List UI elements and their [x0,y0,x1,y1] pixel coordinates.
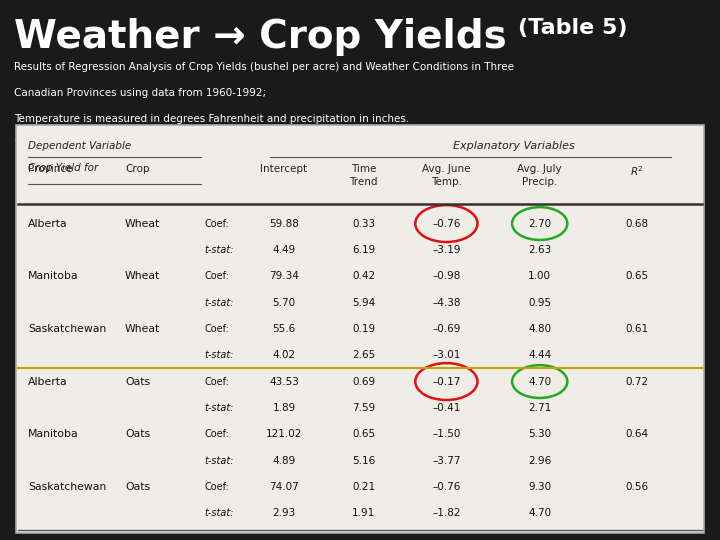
Text: 2.93: 2.93 [272,508,296,518]
Text: Wheat: Wheat [125,324,161,334]
Text: 4.80: 4.80 [528,324,552,334]
Text: 0.72: 0.72 [625,376,648,387]
Text: 0.69: 0.69 [352,376,375,387]
Text: 9.30: 9.30 [528,482,552,492]
Text: Weather → Crop Yields: Weather → Crop Yields [14,18,507,56]
Text: Explanatory Variables: Explanatory Variables [453,140,575,151]
Text: Manitoba: Manitoba [28,429,79,439]
Text: –0.76: –0.76 [432,219,461,228]
Text: 1.00: 1.00 [528,271,552,281]
Text: 5.94: 5.94 [352,298,375,308]
Text: 1.91: 1.91 [352,508,375,518]
Text: –1.50: –1.50 [432,429,461,439]
Text: Results of Regression Analysis of Crop Yields (bushel per acre) and Weather Cond: Results of Regression Analysis of Crop Y… [14,62,514,72]
Text: 0.95: 0.95 [528,298,552,308]
Text: 55.6: 55.6 [272,324,296,334]
Text: 4.89: 4.89 [272,456,296,465]
Text: (Table 5): (Table 5) [518,18,628,38]
Text: 121.02: 121.02 [266,429,302,439]
Text: –1.82: –1.82 [432,508,461,518]
Text: 2.96: 2.96 [528,456,552,465]
Text: Temperature is measured in degrees Fahrenheit and precipitation in inches.: Temperature is measured in degrees Fahre… [14,114,410,124]
Text: 5.70: 5.70 [272,298,295,308]
Text: t-stat:: t-stat: [204,403,234,413]
Text: 0.68: 0.68 [625,219,648,228]
Text: 7.59: 7.59 [352,403,375,413]
Text: 0.61: 0.61 [625,324,648,334]
Text: Oats: Oats [125,429,150,439]
Text: –3.77: –3.77 [432,456,461,465]
Text: 4.70: 4.70 [528,508,552,518]
Text: 4.02: 4.02 [272,350,295,360]
Text: Saskatchewan: Saskatchewan [28,324,107,334]
Text: 0.21: 0.21 [352,482,375,492]
Text: –0.17: –0.17 [432,376,461,387]
FancyBboxPatch shape [17,125,703,534]
Text: Oats: Oats [125,482,150,492]
Text: Coef:: Coef: [204,271,230,281]
Text: 1.89: 1.89 [272,403,296,413]
Text: –0.98: –0.98 [432,271,461,281]
Text: 0.64: 0.64 [625,429,648,439]
Text: –3.01: –3.01 [432,350,461,360]
Text: Province: Province [28,164,73,174]
Text: 74.07: 74.07 [269,482,299,492]
Text: Coef:: Coef: [204,482,230,492]
Text: Avg. July
Precip.: Avg. July Precip. [518,164,562,187]
Text: $R^2$: $R^2$ [629,164,644,178]
Text: Coef:: Coef: [204,376,230,387]
Text: t-stat:: t-stat: [204,508,234,518]
Text: t-stat:: t-stat: [204,298,234,308]
Text: –0.76: –0.76 [432,482,461,492]
Text: 2.65: 2.65 [352,350,375,360]
Text: 5.16: 5.16 [352,456,375,465]
Text: Canadian Provinces using data from 1960-1992;: Canadian Provinces using data from 1960-… [14,88,266,98]
Text: Manitoba: Manitoba [28,271,79,281]
Text: Time
Trend: Time Trend [349,164,378,187]
Text: 43.53: 43.53 [269,376,299,387]
Text: –0.69: –0.69 [432,324,461,334]
Text: Coef:: Coef: [204,324,230,334]
Text: Coef:: Coef: [204,429,230,439]
Text: 59.88: 59.88 [269,219,299,228]
Text: 5.30: 5.30 [528,429,552,439]
Text: Avg. June
Temp.: Avg. June Temp. [422,164,471,187]
Text: Wheat: Wheat [125,271,161,281]
Text: t-stat:: t-stat: [204,456,234,465]
Text: 2.70: 2.70 [528,219,552,228]
Text: 0.56: 0.56 [625,482,648,492]
Text: Wheat: Wheat [125,219,161,228]
Text: 2.71: 2.71 [528,403,552,413]
Text: Coef:: Coef: [204,219,230,228]
Text: –0.41: –0.41 [432,403,461,413]
Text: Alberta: Alberta [28,376,68,387]
Text: 6.19: 6.19 [352,245,375,255]
Text: 79.34: 79.34 [269,271,299,281]
Text: 0.42: 0.42 [352,271,375,281]
Text: Alberta: Alberta [28,219,68,228]
Text: The time trend variable equals (year-1960); thus, for the year 2000 the time tre: The time trend variable equals (year-196… [14,140,502,150]
Text: t-stat:: t-stat: [204,350,234,360]
Text: 4.70: 4.70 [528,376,552,387]
Text: 4.44: 4.44 [528,350,552,360]
Text: 0.65: 0.65 [352,429,375,439]
Text: Crop: Crop [125,164,150,174]
Text: –3.19: –3.19 [432,245,461,255]
Text: Crop Yield for: Crop Yield for [28,163,99,173]
Text: Saskatchewan: Saskatchewan [28,482,107,492]
Text: 4.49: 4.49 [272,245,296,255]
Text: Oats: Oats [125,376,150,387]
Text: 0.33: 0.33 [352,219,375,228]
Text: 2.63: 2.63 [528,245,552,255]
Text: 0.65: 0.65 [625,271,648,281]
Text: –4.38: –4.38 [432,298,461,308]
Text: Dependent Variable: Dependent Variable [28,140,132,151]
Text: Intercept: Intercept [261,164,307,174]
Text: t-stat:: t-stat: [204,245,234,255]
Text: 0.19: 0.19 [352,324,375,334]
